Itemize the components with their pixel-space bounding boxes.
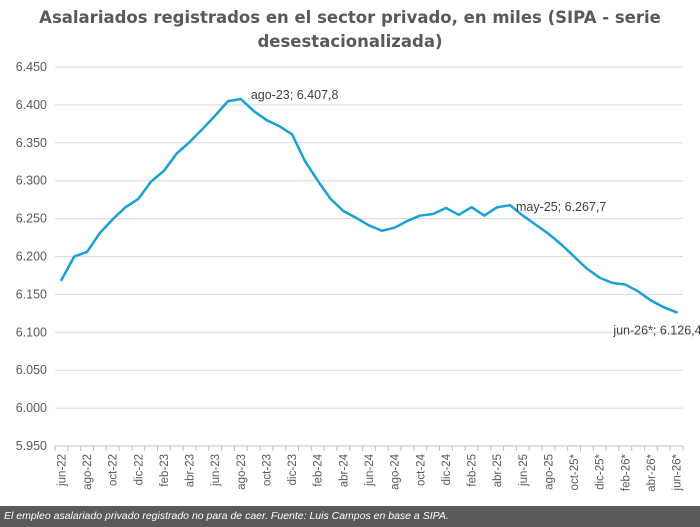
x-axis: jun-22 ago-22 oct-22 dic-22 feb-23 abr-23 jun-… [54, 445, 684, 492]
data-label: may-25; 6.267,7 [516, 200, 606, 214]
y-tick-label: 6.100 [16, 325, 47, 339]
x-tick-label: jun-24 [364, 453, 376, 487]
y-tick-label: 6.200 [16, 250, 47, 264]
chart-title-line-1: Asalariados registrados en el sector pri… [39, 8, 661, 27]
x-tick-label: oct-24 [415, 453, 427, 486]
y-tick-label: 6.400 [16, 98, 47, 112]
x-tick-label: abr-26* [646, 453, 658, 491]
series-line [60, 97, 678, 314]
x-tick-label: ago-23 [236, 454, 248, 490]
x-tick-label: ago-24 [390, 453, 402, 489]
x-tick-label: jun-23 [210, 454, 222, 487]
x-tick-label: oct-23 [261, 454, 273, 486]
x-tick-label: feb-23 [159, 454, 171, 487]
caption-bar: El empleo asalariado privado registrado … [0, 506, 700, 527]
chart-title-line-2: desestacionalizada) [257, 32, 443, 51]
x-tick-label: oct-22 [108, 454, 120, 486]
x-tick-label: abr-25 [492, 454, 504, 487]
y-tick-label: 5.950 [16, 439, 47, 453]
data-label: ago-23; 6.407,8 [251, 88, 339, 102]
x-tick-label: abr-24 [338, 453, 350, 487]
gridlines [55, 66, 683, 409]
x-tick-label: ago-25 [543, 454, 555, 490]
y-tick-label: 6.300 [16, 174, 47, 188]
x-tick-label: jun-25 [518, 454, 530, 487]
line-chart: 5.950 6.000 6.050 6.100 6.150 6.200 6.250 6.300… [16, 60, 700, 492]
x-tick-label: feb-24 [313, 453, 325, 486]
y-tick-label: 6.050 [16, 363, 47, 377]
x-tick-label: jun-22 [56, 454, 68, 487]
data-label: jun-26*; 6.126,4 [612, 323, 700, 337]
x-tick-label: dic-24 [441, 453, 453, 485]
y-tick-label: 6.350 [16, 136, 47, 150]
y-tick-label: 6.000 [16, 401, 47, 415]
x-tick-label: feb-26* [620, 453, 632, 491]
x-tick-label: ago-22 [82, 454, 94, 490]
y-tick-label: 6.250 [16, 212, 47, 226]
x-tick-label: feb-25 [467, 454, 479, 487]
y-tick-label: 6.450 [16, 60, 47, 74]
chart-title: Asalariados registrados en el sector pri… [0, 6, 700, 54]
x-tick-label: dic-23 [287, 454, 299, 485]
y-tick-label: 6.150 [16, 287, 47, 301]
y-axis: 5.950 6.000 6.050 6.100 6.150 6.200 6.250 6.300… [16, 60, 47, 453]
series-layer [60, 97, 678, 314]
x-tick-label: jun-26* [672, 453, 684, 491]
x-tick-label: dic-22 [133, 454, 145, 485]
annotation-layer: ago-23; 6.407,8 may-25; 6.267,7 jun-26*; 6… [251, 88, 700, 337]
x-tick-label: oct-25* [569, 453, 581, 490]
x-tick-label: dic-25* [595, 453, 607, 489]
x-tick-label: abr-23 [185, 454, 197, 487]
